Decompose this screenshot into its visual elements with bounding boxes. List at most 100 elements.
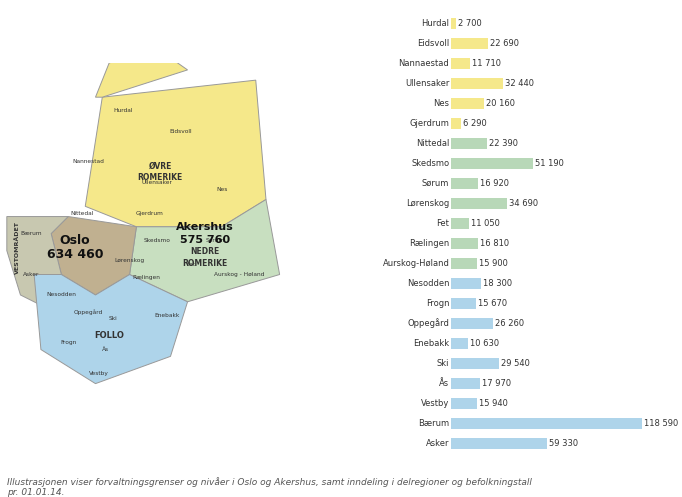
Bar [451, 358, 499, 369]
Text: Fet: Fet [436, 219, 449, 228]
Text: Asker: Asker [23, 272, 39, 277]
Text: 15 670: 15 670 [479, 299, 507, 308]
Text: Nannaestad: Nannaestad [398, 59, 449, 69]
Text: 29 540: 29 540 [501, 359, 530, 368]
Bar [451, 138, 487, 149]
Text: Sørum: Sørum [205, 238, 224, 243]
Text: Hurdal: Hurdal [113, 108, 132, 113]
Text: Ullensaker: Ullensaker [141, 180, 173, 185]
Bar [451, 418, 642, 429]
Polygon shape [51, 217, 136, 295]
Text: Fet: Fet [186, 262, 196, 267]
Bar [451, 118, 462, 129]
Bar [451, 58, 470, 70]
Text: Asker: Asker [426, 439, 449, 448]
Text: Gjerdrum: Gjerdrum [136, 211, 164, 216]
Bar [451, 318, 494, 329]
Text: 15 900: 15 900 [479, 259, 507, 268]
Text: Ski: Ski [436, 359, 449, 368]
Text: 575 760: 575 760 [179, 236, 230, 246]
Text: 59 330: 59 330 [548, 439, 578, 448]
Text: Illustrasjonen viser forvaltningsgrenser og nivåer i Oslo og Akershus, samt innd: Illustrasjonen viser forvaltningsgrenser… [7, 477, 532, 497]
Bar [451, 79, 503, 89]
Text: 118 590: 118 590 [644, 419, 678, 428]
Text: 10 630: 10 630 [471, 339, 499, 348]
Text: Ullensaker: Ullensaker [405, 80, 449, 88]
Text: 634 460: 634 460 [47, 248, 103, 260]
Text: 16 810: 16 810 [480, 239, 509, 248]
Text: Oslo: Oslo [60, 234, 90, 247]
Bar [451, 38, 488, 49]
Bar [451, 158, 533, 169]
Polygon shape [7, 217, 68, 309]
Text: Nes: Nes [216, 187, 227, 192]
Text: 18 300: 18 300 [483, 279, 512, 288]
Text: Lørenskog: Lørenskog [406, 199, 449, 208]
Text: NEDRE
ROMERIKE: NEDRE ROMERIKE [182, 248, 227, 267]
Text: Nesodden: Nesodden [407, 279, 449, 288]
Bar [451, 298, 477, 309]
Text: Bærum: Bærum [20, 231, 42, 236]
Text: 15 940: 15 940 [479, 399, 508, 408]
Text: Skedsmo: Skedsmo [411, 159, 449, 168]
Bar [451, 98, 484, 109]
Text: Nannestad: Nannestad [73, 160, 104, 165]
Bar [451, 218, 469, 229]
Bar [451, 438, 546, 449]
Text: Eidsvoll: Eidsvoll [417, 39, 449, 48]
Text: Ås: Ås [102, 347, 109, 352]
Text: Gjerdrum: Gjerdrum [409, 119, 449, 128]
Polygon shape [95, 46, 188, 97]
Text: Lørenskog: Lørenskog [115, 258, 145, 263]
Text: Ski: Ski [108, 316, 117, 322]
Text: 51 190: 51 190 [535, 159, 564, 168]
Text: 22 690: 22 690 [490, 39, 519, 48]
Text: 11 710: 11 710 [472, 59, 501, 69]
Text: Nesodden: Nesodden [46, 292, 76, 298]
Text: Oppegård: Oppegård [74, 309, 103, 315]
Text: Hurdal: Hurdal [421, 19, 449, 28]
Text: 17 970: 17 970 [482, 379, 512, 388]
Text: Skedsmo: Skedsmo [143, 238, 170, 243]
Text: 20 160: 20 160 [486, 99, 515, 108]
Text: Nittedal: Nittedal [70, 211, 93, 216]
Text: Vestby: Vestby [89, 371, 109, 376]
Text: Frogn: Frogn [426, 299, 449, 308]
Text: Rælingen: Rælingen [133, 275, 160, 280]
Polygon shape [85, 80, 266, 227]
Text: Ås: Ås [439, 379, 449, 388]
Text: ØVRE
ROMERIKE: ØVRE ROMERIKE [138, 162, 183, 182]
Text: Vestby: Vestby [421, 399, 449, 408]
Text: 6 290: 6 290 [464, 119, 487, 128]
Bar [451, 278, 481, 289]
Text: Oppegård: Oppegård [407, 319, 449, 329]
Bar [451, 238, 478, 249]
Text: Nittedal: Nittedal [416, 139, 449, 148]
Text: Frogn: Frogn [60, 340, 76, 345]
Bar [451, 338, 469, 349]
Text: VESTOMRÅDET: VESTOMRÅDET [14, 221, 20, 274]
Bar [451, 378, 480, 389]
Text: Aurskog - Høland: Aurskog - Høland [213, 272, 264, 277]
Bar [451, 178, 479, 189]
Text: Bærum: Bærum [418, 419, 449, 428]
Text: Rælingen: Rælingen [409, 239, 449, 248]
Text: 11 050: 11 050 [471, 219, 500, 228]
Text: 16 920: 16 920 [481, 179, 509, 188]
Bar [451, 198, 507, 209]
Text: Nes: Nes [433, 99, 449, 108]
Text: 34 690: 34 690 [509, 199, 538, 208]
Text: 26 260: 26 260 [495, 319, 524, 328]
Text: 2 700: 2 700 [458, 19, 481, 28]
Text: Aurskog-Høland: Aurskog-Høland [383, 259, 449, 268]
Text: 22 390: 22 390 [489, 139, 518, 148]
Text: Eidsvoll: Eidsvoll [169, 129, 192, 134]
Text: Enebakk: Enebakk [154, 313, 180, 318]
Bar [451, 18, 456, 29]
Text: Akershus: Akershus [176, 222, 233, 232]
Text: FOLLO: FOLLO [94, 331, 124, 340]
Text: Enebakk: Enebakk [413, 339, 449, 348]
Polygon shape [34, 274, 188, 384]
Polygon shape [130, 199, 280, 302]
Bar [451, 258, 477, 269]
